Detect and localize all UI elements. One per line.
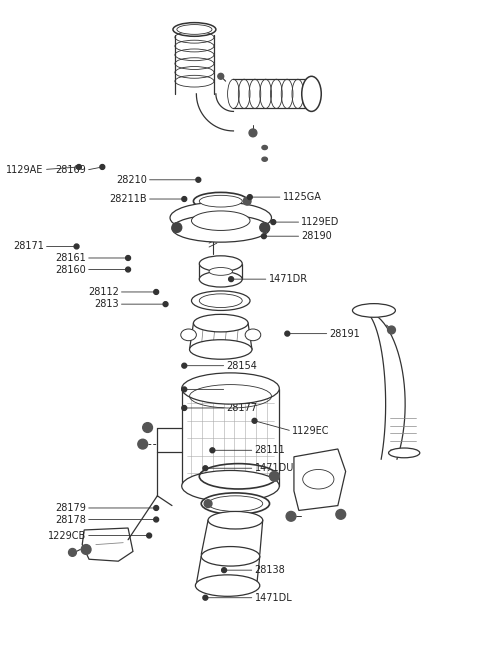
Circle shape [196,177,201,182]
Circle shape [81,545,91,555]
Circle shape [271,219,276,225]
Circle shape [218,74,224,79]
Ellipse shape [173,22,216,36]
Circle shape [203,595,208,600]
Circle shape [285,331,290,336]
Circle shape [138,440,147,449]
Circle shape [387,326,396,334]
Ellipse shape [193,314,248,332]
Circle shape [182,363,187,368]
Ellipse shape [199,271,242,287]
Polygon shape [262,157,267,161]
Ellipse shape [190,340,252,359]
Ellipse shape [177,24,212,34]
Text: 1471DU: 1471DU [254,463,294,473]
Circle shape [182,196,187,202]
Ellipse shape [182,373,279,404]
Polygon shape [262,145,267,150]
Ellipse shape [245,329,261,341]
Ellipse shape [195,575,260,597]
Ellipse shape [209,267,232,275]
Circle shape [252,419,257,423]
Circle shape [203,466,208,470]
Ellipse shape [182,470,279,502]
Ellipse shape [389,448,420,458]
Ellipse shape [208,511,263,529]
Ellipse shape [201,547,260,566]
Text: 28112: 28112 [88,287,119,297]
Text: 28178: 28178 [55,514,86,524]
Circle shape [69,549,76,556]
Circle shape [210,448,215,453]
Text: 28160: 28160 [55,265,86,275]
Circle shape [222,568,227,573]
Polygon shape [294,449,346,510]
Circle shape [260,223,270,233]
Ellipse shape [170,202,272,233]
Text: 28180: 28180 [227,384,257,394]
Circle shape [76,164,81,170]
Circle shape [154,505,158,510]
Text: 28210: 28210 [116,175,147,185]
Text: 1129ED: 1129ED [301,217,340,227]
Circle shape [100,164,105,170]
Circle shape [286,511,296,521]
Ellipse shape [199,256,242,271]
Text: 1471DL: 1471DL [254,593,292,602]
Circle shape [154,290,158,294]
Circle shape [249,129,257,137]
Text: 28161: 28161 [55,253,86,263]
Text: 1129EC: 1129EC [292,426,329,436]
Ellipse shape [352,304,396,317]
Ellipse shape [192,291,250,311]
Ellipse shape [302,76,321,112]
Text: 28211B: 28211B [109,194,147,204]
Circle shape [336,509,346,519]
Circle shape [126,256,131,260]
Text: 28138: 28138 [254,565,285,575]
Circle shape [182,405,187,411]
Ellipse shape [192,211,250,231]
Circle shape [270,472,279,481]
Circle shape [143,422,153,432]
Circle shape [147,533,152,538]
Text: 28179: 28179 [55,503,86,513]
Text: 1129AE: 1129AE [6,164,44,175]
Circle shape [228,277,234,282]
Circle shape [204,500,212,507]
Text: 28154: 28154 [227,361,257,371]
Ellipse shape [172,215,270,242]
Circle shape [74,244,79,249]
Circle shape [182,387,187,392]
Circle shape [247,194,252,200]
Text: 28177: 28177 [227,403,257,413]
Text: 28111: 28111 [254,445,285,455]
Text: 28171: 28171 [13,242,44,252]
Text: 1471DR: 1471DR [269,274,308,284]
Ellipse shape [181,329,196,341]
Circle shape [163,302,168,307]
Text: 28190: 28190 [301,231,332,241]
Text: 2813: 2813 [94,299,119,309]
Text: 28191: 28191 [329,328,360,338]
Circle shape [154,517,158,522]
Ellipse shape [193,193,248,210]
Circle shape [243,197,251,205]
Polygon shape [82,528,133,561]
Text: 1229CB: 1229CB [48,531,86,541]
Circle shape [126,267,131,272]
Circle shape [262,234,266,238]
Ellipse shape [199,195,242,207]
Text: 1125GA: 1125GA [283,192,322,202]
Circle shape [172,223,182,233]
Ellipse shape [201,493,270,514]
Text: 28169: 28169 [55,165,86,175]
